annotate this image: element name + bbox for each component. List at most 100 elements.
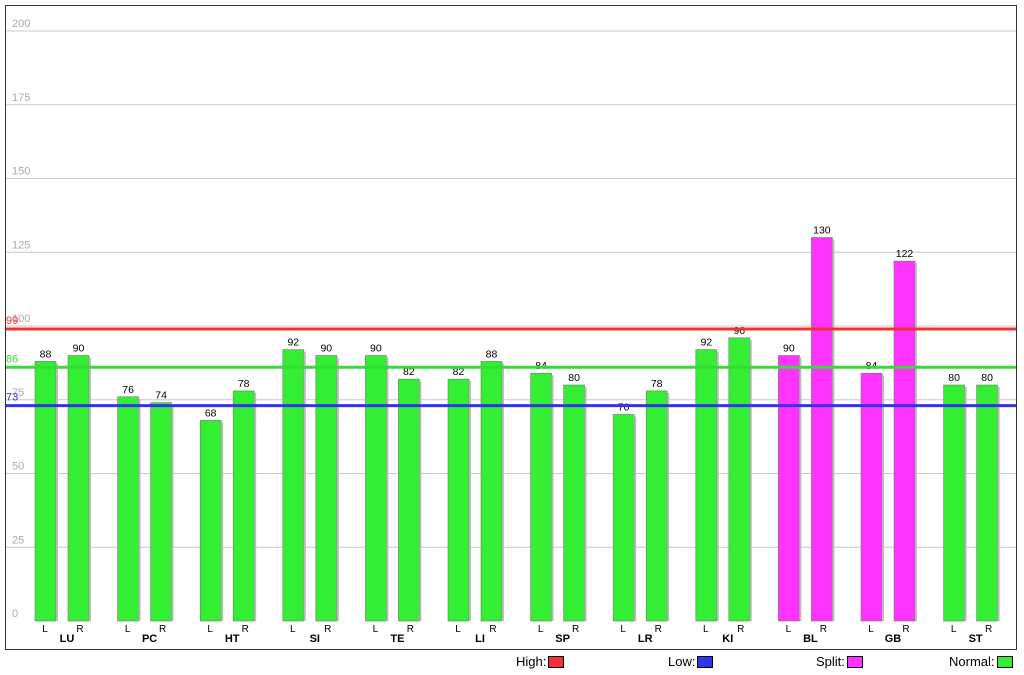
data-label-SI-R: 90 (320, 343, 332, 355)
legend-swatch-split (846, 655, 863, 668)
bar-shadow (882, 375, 884, 621)
side-label-LI-R: R (489, 624, 496, 635)
side-label-LI-L: L (455, 624, 461, 635)
bar-shadow (469, 381, 471, 621)
category-label-LU: LU (60, 633, 75, 645)
bar-HT-R (232, 390, 255, 622)
category-label-LI: LI (475, 633, 485, 645)
side-label-SI-R: R (324, 624, 331, 635)
side-label-TE-R: R (407, 624, 414, 635)
bar-LR-R (645, 390, 668, 622)
chart-frame: 0 25 50 75 100 125 150 175 200 88 L 90 R LU 76 L 74 R PC 68… (5, 5, 1017, 650)
bar-shadow (56, 363, 58, 621)
bar-HT-L (199, 420, 222, 622)
data-label-SP-R: 80 (568, 372, 580, 384)
bar-shadow (997, 387, 1000, 621)
bar-shadow (254, 392, 257, 621)
y-tick-label: 100 (12, 313, 30, 325)
bar-KI-L (695, 349, 718, 622)
category-label-BL: BL (803, 633, 818, 645)
reference-label-low: 73 (6, 392, 18, 404)
side-label-BL-R: R (820, 624, 827, 635)
side-label-ST-R: R (985, 624, 992, 635)
bar-SP-L (530, 372, 552, 622)
bar-shadow (419, 381, 422, 621)
bar-TE-R (398, 378, 420, 622)
data-label-BL-L: 90 (783, 343, 795, 355)
data-label-LI-L: 82 (453, 366, 465, 378)
category-label-ST: ST (969, 633, 983, 645)
y-tick-label: 0 (12, 608, 18, 620)
y-tick-label: 175 (12, 92, 30, 104)
data-label-HT-R: 78 (238, 378, 250, 390)
data-label-ST-L: 80 (948, 372, 960, 384)
bar-GB-L (860, 372, 883, 622)
side-label-SP-L: L (538, 624, 544, 635)
category-label-SI: SI (310, 633, 320, 645)
legend-label-high: High: (516, 654, 547, 669)
legend-item-low: Low: (668, 654, 714, 669)
data-label-PC-R: 74 (155, 390, 167, 402)
y-tick-label: 75 (12, 387, 24, 399)
bar-shadow (502, 363, 504, 621)
side-label-KI-R: R (737, 624, 744, 635)
side-label-HT-R: R (242, 624, 249, 635)
y-tick-label: 50 (12, 461, 24, 473)
legend-swatch-low (697, 655, 714, 668)
category-label-TE: TE (390, 633, 404, 645)
legend-item-split: Split: (816, 654, 863, 669)
bar-LI-L (447, 378, 470, 622)
side-label-ST-L: L (951, 624, 957, 635)
side-label-KI-L: L (703, 624, 709, 635)
bar-shadow (634, 416, 637, 621)
legend-label-low: Low: (668, 654, 696, 669)
bar-shadow (336, 357, 339, 621)
bar-shadow (832, 239, 835, 621)
side-label-BL-L: L (786, 624, 792, 635)
data-label-SI-L: 92 (287, 337, 299, 349)
bar-GB-R (893, 260, 916, 622)
data-label-LR-R: 78 (651, 378, 663, 390)
side-label-LU-R: R (76, 624, 83, 635)
side-label-GB-R: R (902, 624, 909, 635)
side-label-LR-R: R (655, 624, 662, 635)
bar-shadow (749, 339, 752, 621)
category-label-KI: KI (722, 633, 733, 645)
legend-swatch-normal (996, 655, 1013, 668)
bar-BL-L (778, 355, 800, 622)
side-label-LU-L: L (42, 624, 48, 635)
side-label-SI-L: L (290, 624, 296, 635)
bar-shadow (584, 387, 587, 621)
bar-shadow (551, 375, 554, 621)
side-label-SP-R: R (572, 624, 579, 635)
reference-label-normal: 86 (6, 353, 18, 365)
data-label-LU-R: 90 (73, 343, 85, 355)
category-label-HT: HT (225, 633, 240, 645)
category-label-PC: PC (142, 633, 157, 645)
side-label-TE-L: L (373, 624, 379, 635)
bar-shadow (89, 357, 91, 621)
data-label-LU-L: 88 (40, 348, 52, 360)
legend-label-split: Split: (816, 654, 845, 669)
data-label-BL-R: 130 (813, 225, 831, 237)
side-label-PC-L: L (125, 624, 131, 635)
data-label-HT-L: 68 (205, 407, 217, 419)
bar-shadow (667, 392, 670, 621)
bar-shadow (138, 398, 141, 621)
category-label-SP: SP (555, 633, 570, 645)
data-label-LI-R: 88 (486, 348, 498, 360)
legend-swatch-high (548, 655, 565, 668)
data-label-LR-L: 70 (618, 402, 630, 414)
bar-LU-L (34, 361, 57, 622)
side-label-LR-L: L (620, 624, 626, 635)
bar-BL-R (811, 237, 833, 622)
bar-shadow (386, 357, 389, 621)
data-label-PC-L: 76 (122, 384, 134, 396)
bar-SI-R (315, 355, 338, 622)
bar-chart: 025507510012515017520088L90RLU76L74RPC68… (6, 18, 1016, 645)
bar-ST-R (976, 384, 998, 622)
data-label-TE-R: 82 (403, 366, 415, 378)
y-tick-label: 25 (12, 534, 24, 546)
legend-item-high: High: (516, 654, 565, 669)
y-tick-label: 150 (12, 166, 30, 178)
